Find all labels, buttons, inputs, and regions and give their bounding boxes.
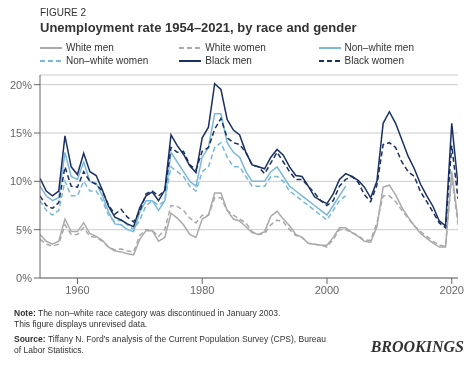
html-text:Source: Tiffany N. Ford’s anal: Source: Tiffany N. Ford’s analysis of th… <box>14 334 326 355</box>
html-text:White men: White men <box>66 42 114 53</box>
svg-text:10%: 10% <box>10 175 32 187</box>
html-text:Black men: Black men <box>205 55 252 66</box>
svg-text:2020: 2020 <box>440 284 464 296</box>
html-text:BROOKINGS: BROOKINGS <box>370 338 464 355</box>
svg-text:20%: 20% <box>10 79 32 91</box>
svg-text:1980: 1980 <box>190 284 214 296</box>
html-text:Note: The non–white race categ: Note: The non–white race category was di… <box>14 308 281 329</box>
svg-text:5%: 5% <box>16 224 32 236</box>
svg-text:2000: 2000 <box>315 284 339 296</box>
html-text:White women: White women <box>205 42 266 53</box>
svg-text:1960: 1960 <box>65 284 89 296</box>
html-text:FIGURE 2: FIGURE 2 <box>40 7 87 18</box>
html-text:Non–white men: Non–white men <box>344 42 414 53</box>
html-text:Unemployment rate 1954–2021, b: Unemployment rate 1954–2021, by race and… <box>40 20 357 35</box>
html-text:Non–white women: Non–white women <box>66 55 149 66</box>
html-text:Black women: Black women <box>344 55 404 66</box>
svg-text:15%: 15% <box>10 127 32 139</box>
svg-text:0%: 0% <box>16 272 32 284</box>
